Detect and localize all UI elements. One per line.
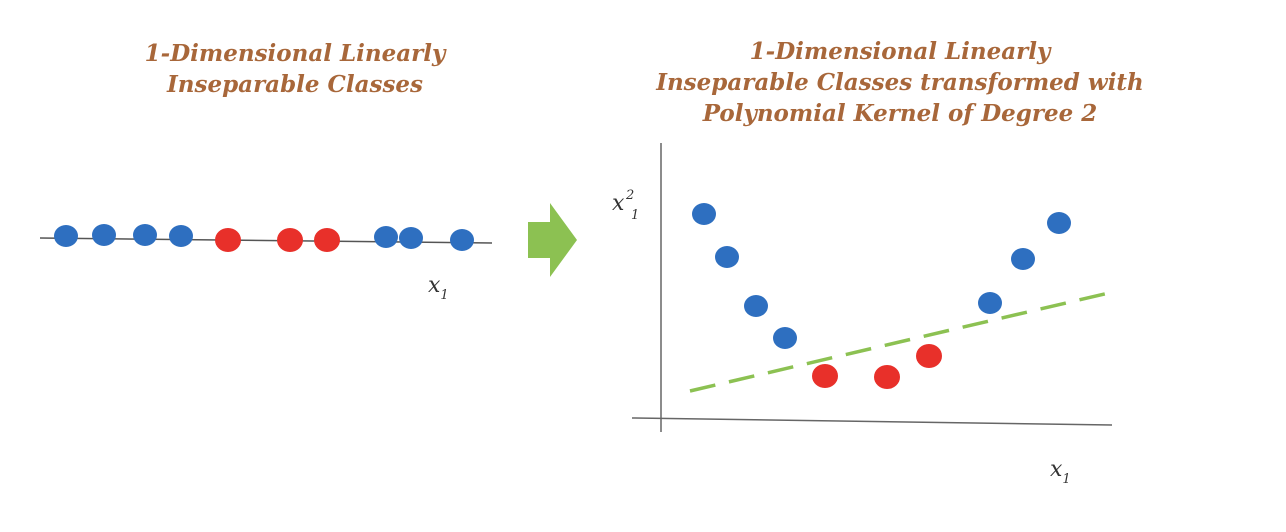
y-axis-label: x 2 1	[612, 188, 639, 223]
right-panel-title: 1-Dimensional Linearly Inseparable Class…	[600, 36, 1200, 129]
left-point-blue	[92, 224, 116, 246]
right-points	[692, 203, 1071, 389]
left-point-blue	[374, 226, 398, 248]
left-point-red	[215, 228, 241, 252]
right-point-red	[874, 365, 900, 389]
right-title-line-2: Inseparable Classes transformed with	[656, 69, 1144, 96]
left-point-blue	[133, 224, 157, 246]
left-point-blue	[399, 227, 423, 249]
right-title-line-3: Polynomial Kernel of Degree 2	[702, 100, 1098, 127]
right-point-blue	[744, 295, 768, 317]
x-axis-label-subscript: 1	[1062, 472, 1070, 487]
left-title-line-1: 1-Dimensional Linearly	[144, 40, 446, 67]
right-point-blue	[715, 246, 739, 268]
x-axis	[631, 417, 1113, 426]
left-points	[54, 224, 474, 252]
left-point-red	[277, 228, 303, 252]
right-point-blue	[692, 203, 716, 225]
left-axis-label-subscript: 1	[440, 288, 448, 303]
left-point-blue	[450, 229, 474, 251]
left-point-blue	[54, 225, 78, 247]
left-axis-label: x1	[428, 273, 449, 303]
y-axis-label-superscript: 2	[625, 188, 634, 203]
right-point-blue	[773, 327, 797, 349]
left-title-line-2: Inseparable Classes	[167, 71, 423, 98]
x-axis-label-main: x	[1050, 457, 1063, 482]
right-point-red	[812, 364, 838, 388]
y-axis-label-main: x	[612, 191, 625, 216]
right-arrow-icon	[528, 203, 577, 277]
right-point-red	[916, 344, 942, 368]
left-point-red	[314, 228, 340, 252]
separating-line	[689, 290, 1114, 393]
x-axis-label: x1	[1050, 457, 1071, 487]
right-point-blue	[978, 292, 1002, 314]
left-axis-label-main: x	[428, 273, 441, 298]
right-title-line-1: 1-Dimensional Linearly	[749, 38, 1051, 65]
left-point-blue	[169, 225, 193, 247]
y-axis-label-subscript: 1	[631, 208, 639, 223]
right-point-blue	[1011, 248, 1035, 270]
right-point-blue	[1047, 212, 1071, 234]
left-panel-title: 1-Dimensional Linearly Inseparable Class…	[90, 38, 500, 100]
